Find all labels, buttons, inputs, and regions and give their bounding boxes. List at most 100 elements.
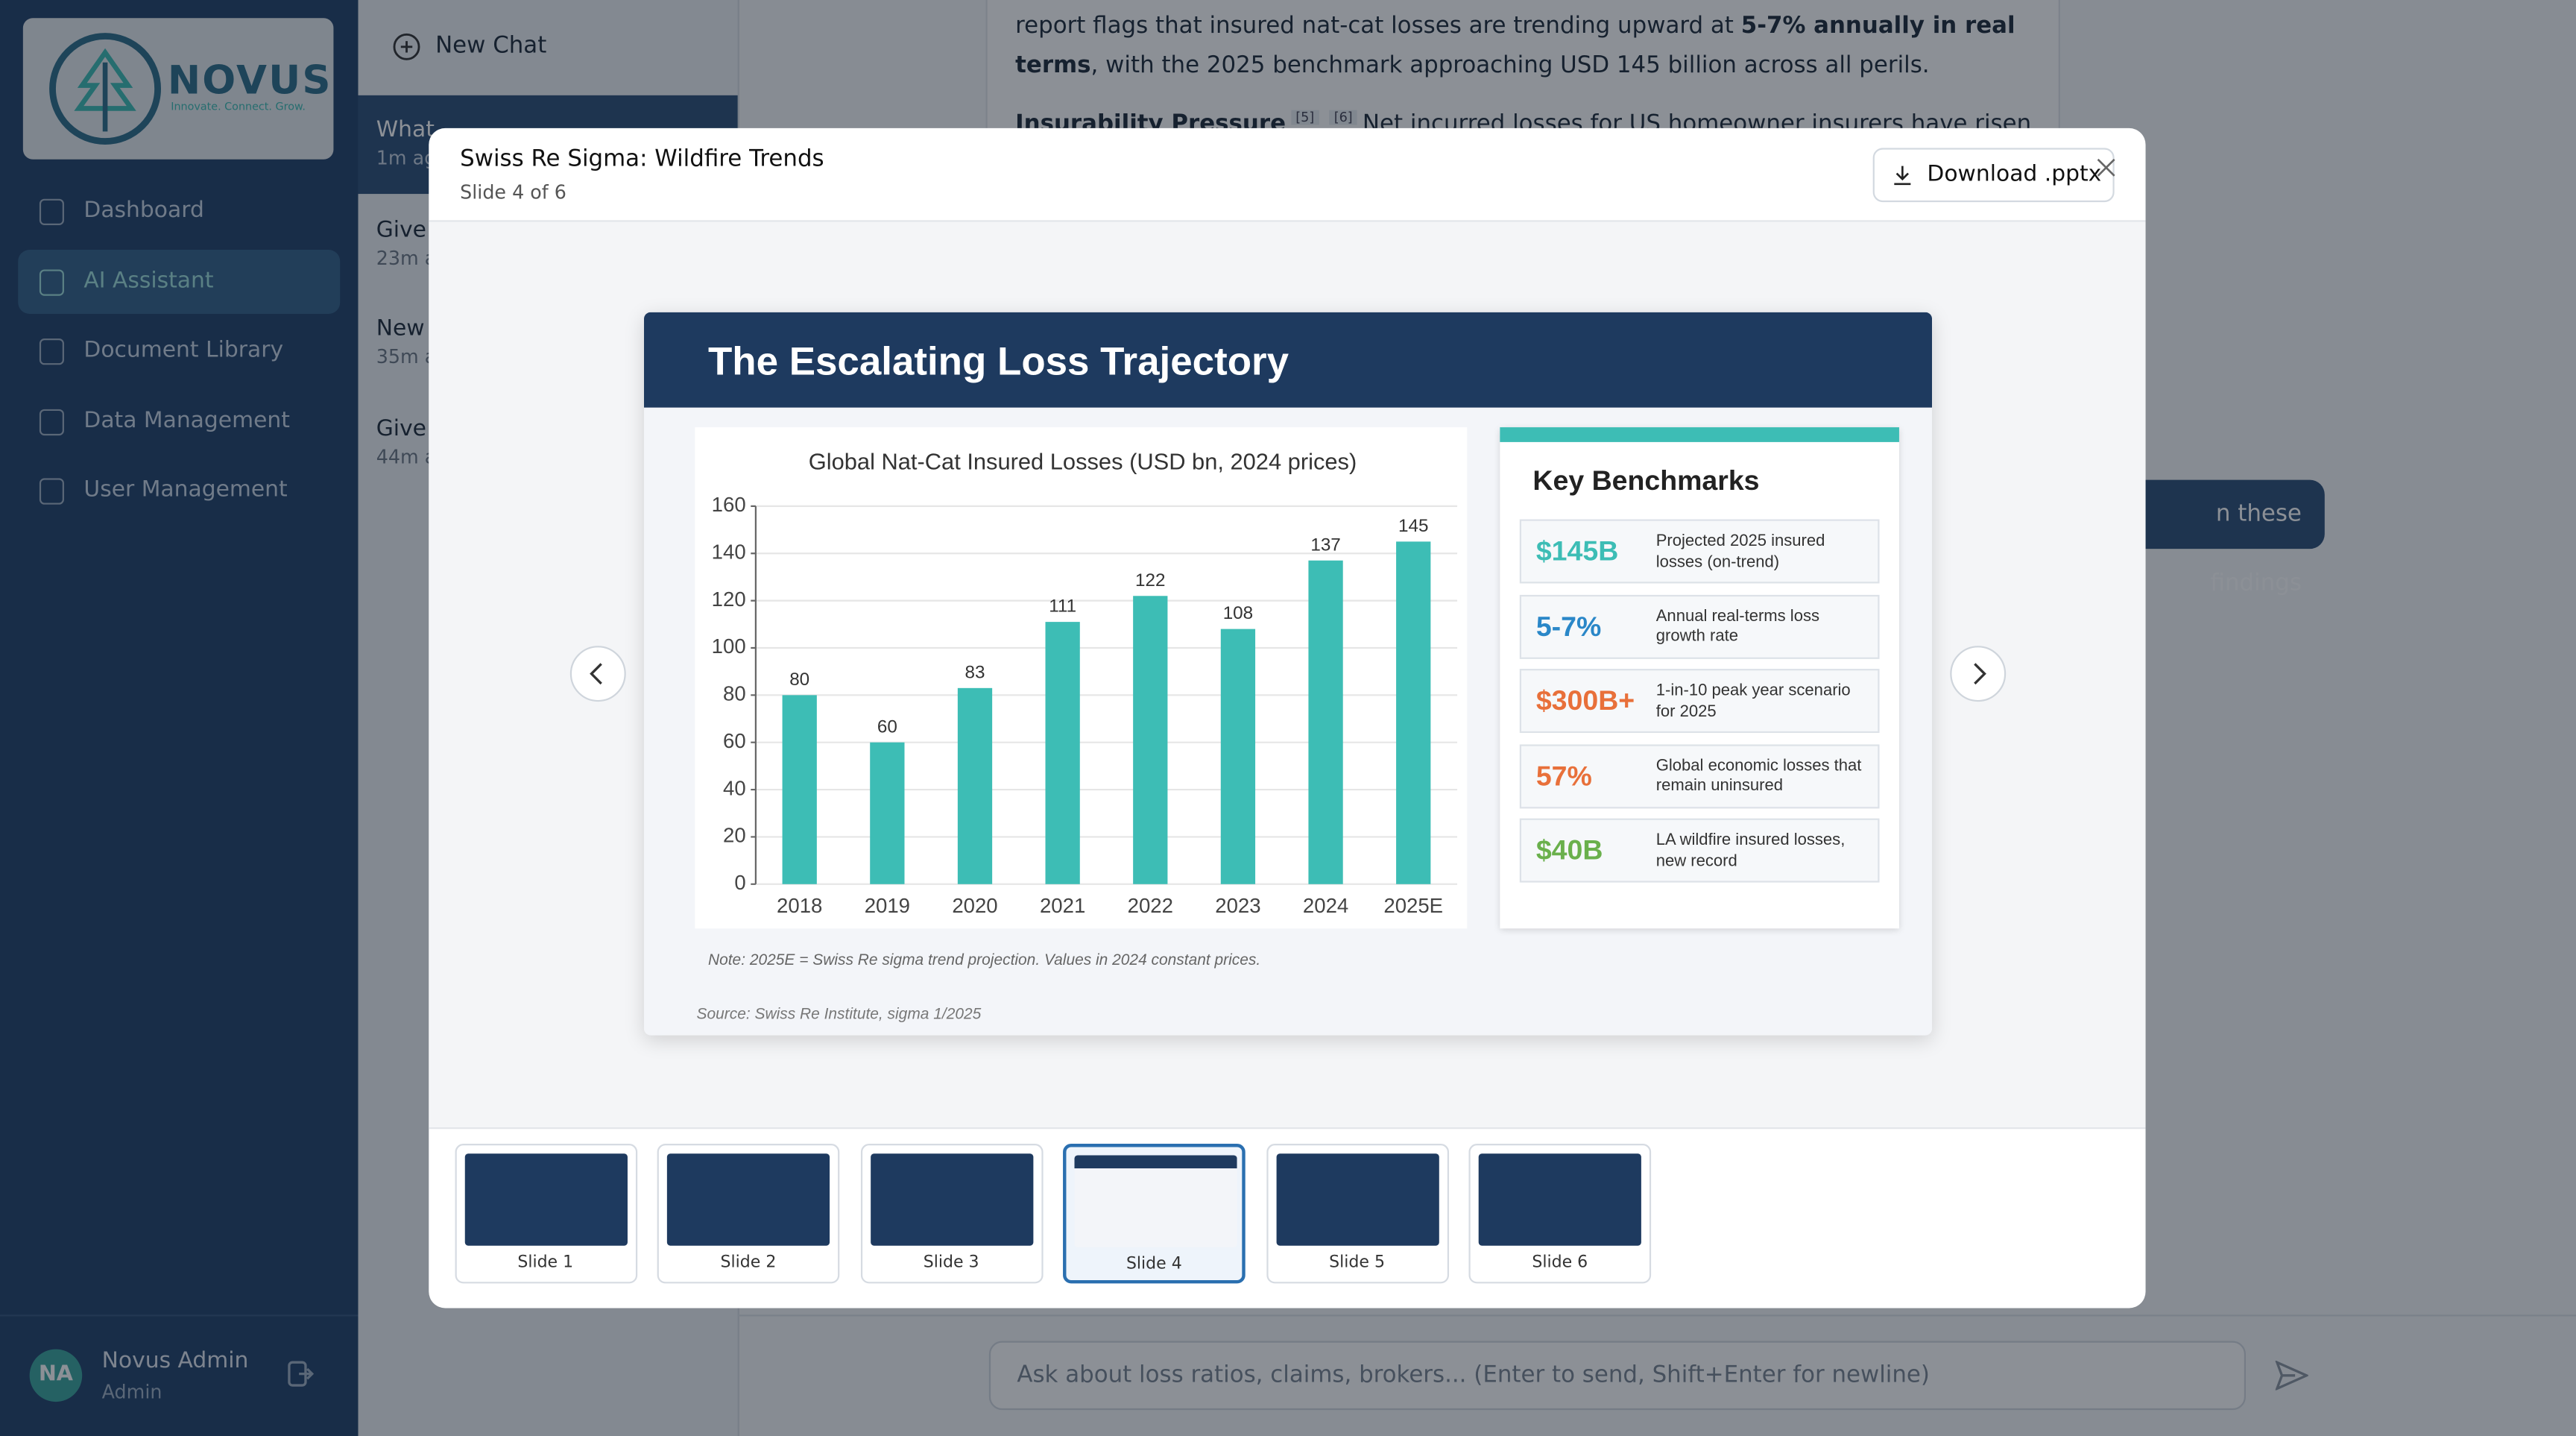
nav-icon xyxy=(39,268,64,295)
y-tick-label: 100 xyxy=(712,634,746,658)
thumbnail-label: Slide 6 xyxy=(1532,1253,1588,1272)
thumbnail-image xyxy=(1478,1153,1641,1246)
panel-stripe xyxy=(1500,427,1899,442)
bar xyxy=(957,687,993,884)
benchmark: 5-7% Annual real-terms loss growth rate xyxy=(1519,593,1880,658)
bar xyxy=(1045,622,1080,884)
value-label: 108 xyxy=(1223,603,1253,623)
thumbnail-label: Slide 1 xyxy=(517,1253,574,1272)
value-label: 83 xyxy=(965,662,985,682)
chat-title: New xyxy=(376,315,425,342)
x-tick-label: 2021 xyxy=(1040,894,1085,917)
benchmark-label: Global economic losses that remain unins… xyxy=(1655,756,1862,796)
text-segment: 5-7% annually in real terms xyxy=(1015,13,2015,79)
y-tick-label: 120 xyxy=(712,588,746,611)
sidebar: NOVUS Innovate. Connect. Grow. NA Novus … xyxy=(0,0,359,1436)
x-tick-label: 2022 xyxy=(1128,894,1173,917)
thumbnail[interactable]: Slide 6 xyxy=(1468,1144,1652,1284)
y-tick-label: 80 xyxy=(723,682,746,705)
chart-title: Global Nat-Cat Insured Losses (USD bn, 2… xyxy=(809,449,1357,475)
thumbnail-image xyxy=(870,1153,1033,1246)
user-message: n these findings xyxy=(2119,479,2325,596)
text-segment: report flags that insured nat-cat losses… xyxy=(1015,13,1741,40)
thumbnail-image xyxy=(1275,1153,1439,1246)
x-tick-label: 2024 xyxy=(1303,894,1348,917)
thumbnail[interactable]: Slide 4 xyxy=(1063,1144,1246,1284)
benchmarks-title: Key Benchmarks xyxy=(1532,465,1760,497)
benchmark: $40B LA wildfire insured losses, new reco… xyxy=(1519,818,1880,883)
thumbnail-label: Slide 5 xyxy=(1329,1253,1385,1272)
y-tick-label: 40 xyxy=(723,776,746,799)
benchmark: $145B Projected 2025 insured losses (on-t… xyxy=(1519,519,1880,584)
paragraph: report flags that insured nat-cat losses… xyxy=(1015,7,2042,86)
nav-item[interactable]: Dashboard xyxy=(83,197,204,224)
new-chat[interactable]: New Chat xyxy=(435,33,547,60)
user-role: Admin xyxy=(101,1380,162,1404)
x-tick-label: 2025E xyxy=(1383,894,1443,917)
logout-icon[interactable] xyxy=(288,1361,314,1387)
thumbnail-label: Slide 4 xyxy=(1126,1255,1182,1274)
close-button[interactable] xyxy=(2096,158,2115,177)
benchmark: $300B+ 1-in-10 peak year scenario for 202… xyxy=(1519,669,1880,734)
chat-title: What xyxy=(376,116,435,143)
benchmark: 57% Global economic losses that remain un… xyxy=(1519,743,1880,808)
slide-title: The Escalating Loss Trajectory xyxy=(707,340,1289,385)
logo-mark xyxy=(49,33,162,145)
thumbnail[interactable]: Slide 5 xyxy=(1266,1144,1448,1284)
value-label: 111 xyxy=(1049,596,1076,617)
slide-note: Note: 2025E = Swiss Re sigma trend proje… xyxy=(707,951,1261,970)
benchmark-value: $40B xyxy=(1535,834,1603,866)
value-label: 122 xyxy=(1135,570,1165,591)
bar xyxy=(1220,629,1256,884)
logo: NOVUS Innovate. Connect. Grow. xyxy=(22,18,334,160)
y-tick-label: 0 xyxy=(734,871,745,894)
next-button[interactable] xyxy=(1948,644,2007,703)
x-tick-label: 2020 xyxy=(952,894,997,917)
citation: [5] xyxy=(1290,110,1319,125)
download-button[interactable]: Download .pptx xyxy=(1872,148,2115,203)
thumbnail[interactable]: Slide 2 xyxy=(657,1144,840,1284)
nav-item[interactable]: AI Assistant xyxy=(18,248,341,313)
citation: [6] xyxy=(1329,110,1358,125)
nav-icon xyxy=(39,408,64,435)
thumbnail[interactable]: Slide 3 xyxy=(859,1144,1043,1284)
nav-item[interactable]: User Management xyxy=(83,476,288,503)
bar xyxy=(1133,596,1168,884)
bar xyxy=(782,695,817,884)
nav-icon xyxy=(39,198,64,225)
bar xyxy=(870,742,905,884)
benchmark-label: LA wildfire insured losses, new record xyxy=(1655,831,1846,871)
y-tick-label: 20 xyxy=(723,824,746,847)
nav-icon xyxy=(39,478,64,505)
benchmarks-panel: Key Benchmarks $145B Projected 2025 insur… xyxy=(1500,427,1899,929)
benchmark-value: 5-7% xyxy=(1535,610,1602,642)
bar xyxy=(1308,560,1343,884)
value-label: 80 xyxy=(789,670,809,690)
logo-name: NOVUS xyxy=(167,57,332,104)
text-segment: , with the 2025 benchmark approaching US… xyxy=(1090,52,1930,79)
y-tick-label: 140 xyxy=(712,541,746,564)
nav-icon xyxy=(39,338,64,365)
send-icon[interactable] xyxy=(2275,1360,2308,1391)
chat-title: Give xyxy=(376,415,426,441)
thumbnail-image xyxy=(666,1153,830,1246)
y-tick-label: 160 xyxy=(712,493,746,516)
nav-item[interactable]: Data Management xyxy=(83,406,290,433)
x-tick-label: 2023 xyxy=(1215,894,1260,917)
thumbnail[interactable]: Slide 1 xyxy=(454,1144,637,1284)
x-tick-label: 2019 xyxy=(865,894,910,917)
modal-title: Swiss Re Sigma: Wildfire Trends xyxy=(460,146,824,173)
nav-item[interactable]: Document Library xyxy=(83,336,284,364)
modal-subtitle: Slide 4 of 6 xyxy=(460,180,566,204)
value-label: 145 xyxy=(1398,516,1428,536)
slide: The Escalating Loss Trajectory Global Na… xyxy=(644,312,1933,1036)
thumbnail-image xyxy=(464,1153,627,1246)
avatar: NA xyxy=(29,1349,83,1402)
chat-input[interactable]: Ask about loss ratios, claims, brokers..… xyxy=(988,1341,2247,1411)
benchmark-label: 1-in-10 peak year scenario for 2025 xyxy=(1655,681,1851,721)
slide-modal: Swiss Re Sigma: Wildfire Trends Slide 4 … xyxy=(429,127,2146,1309)
prev-button[interactable] xyxy=(569,644,628,703)
value-label: 60 xyxy=(877,717,897,737)
